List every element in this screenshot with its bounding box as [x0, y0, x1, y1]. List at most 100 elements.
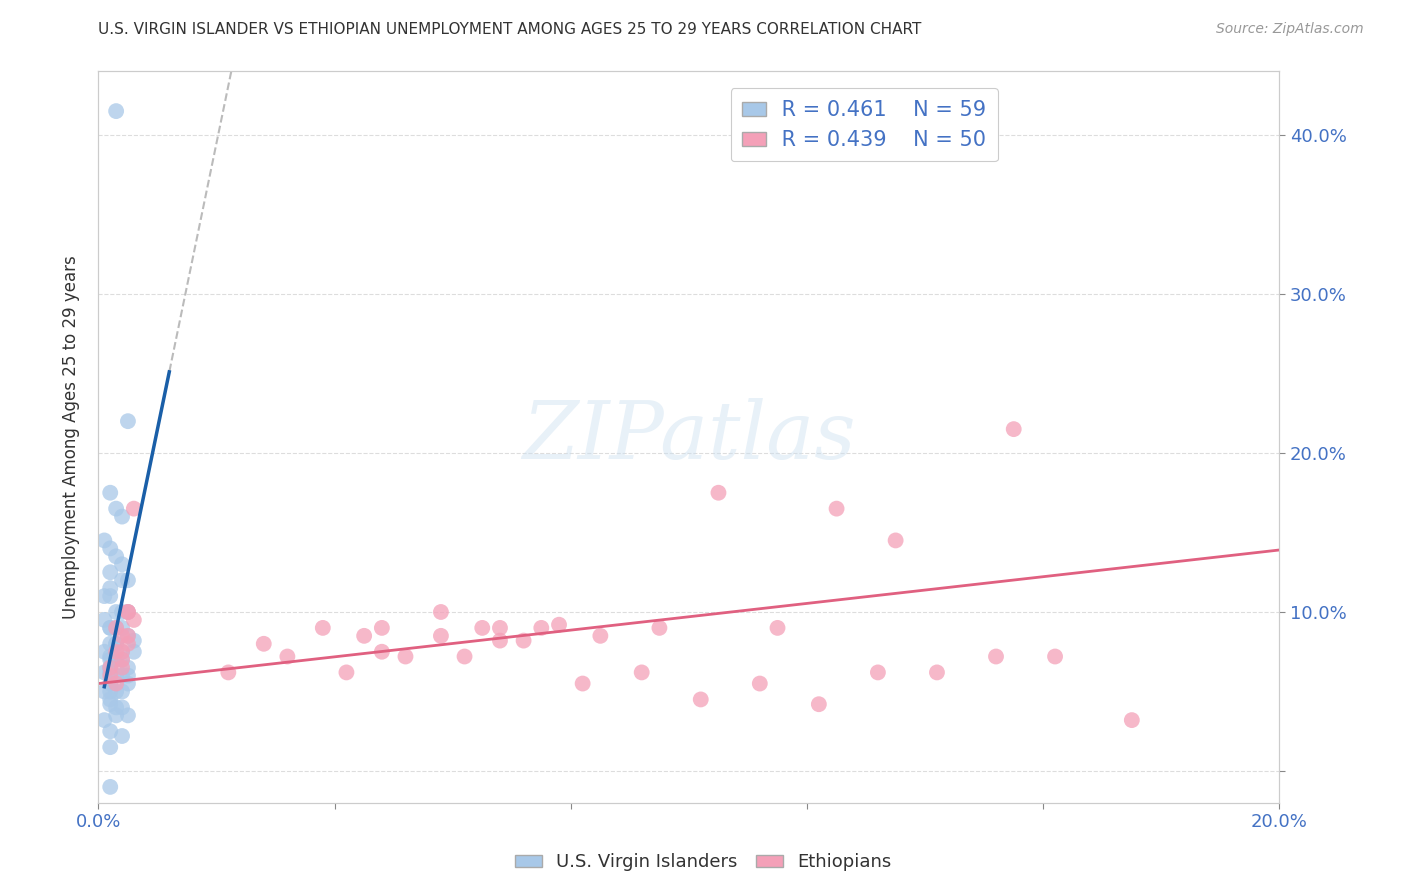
Point	[689, 692, 711, 706]
Point	[98, 541, 121, 556]
Point	[1121, 713, 1143, 727]
Point	[105, 621, 128, 635]
Point	[111, 621, 134, 635]
Point	[512, 633, 534, 648]
Point	[117, 605, 139, 619]
Legend:  R = 0.461    N = 59,  R = 0.439    N = 50: R = 0.461 N = 59, R = 0.439 N = 50	[731, 88, 998, 161]
Point	[312, 621, 335, 635]
Point	[276, 649, 298, 664]
Point	[98, 665, 121, 680]
Point	[117, 605, 139, 619]
Point	[335, 665, 357, 680]
Point	[98, 684, 121, 698]
Point	[111, 700, 134, 714]
Point	[117, 605, 139, 619]
Point	[430, 629, 453, 643]
Point	[1002, 422, 1025, 436]
Point	[489, 633, 512, 648]
Point	[748, 676, 770, 690]
Point	[548, 617, 571, 632]
Point	[253, 637, 276, 651]
Point	[766, 621, 789, 635]
Point	[93, 713, 115, 727]
Point	[530, 621, 553, 635]
Point	[98, 621, 121, 635]
Point	[105, 605, 128, 619]
Point	[489, 621, 512, 635]
Point	[105, 684, 128, 698]
Point	[117, 629, 139, 643]
Point	[98, 566, 121, 580]
Point	[93, 533, 115, 548]
Point	[98, 668, 121, 682]
Point	[111, 653, 134, 667]
Point	[122, 645, 145, 659]
Point	[117, 676, 139, 690]
Point	[453, 649, 475, 664]
Point	[105, 104, 128, 119]
Point	[117, 708, 139, 723]
Point	[105, 501, 128, 516]
Point	[117, 660, 139, 674]
Point	[1043, 649, 1066, 664]
Point	[117, 668, 139, 682]
Point	[98, 676, 121, 690]
Point	[122, 633, 145, 648]
Point	[93, 645, 115, 659]
Point	[93, 613, 115, 627]
Point	[98, 589, 121, 603]
Text: Source: ZipAtlas.com: Source: ZipAtlas.com	[1216, 22, 1364, 37]
Legend: U.S. Virgin Islanders, Ethiopians: U.S. Virgin Islanders, Ethiopians	[508, 847, 898, 879]
Point	[371, 621, 394, 635]
Point	[111, 660, 134, 674]
Point	[430, 605, 453, 619]
Point	[866, 665, 889, 680]
Point	[105, 637, 128, 651]
Point	[105, 549, 128, 564]
Point	[111, 645, 134, 659]
Point	[117, 629, 139, 643]
Text: U.S. VIRGIN ISLANDER VS ETHIOPIAN UNEMPLOYMENT AMONG AGES 25 TO 29 YEARS CORRELA: U.S. VIRGIN ISLANDER VS ETHIOPIAN UNEMPL…	[98, 22, 922, 37]
Point	[111, 509, 134, 524]
Point	[105, 676, 128, 690]
Point	[117, 573, 139, 587]
Point	[471, 621, 494, 635]
Point	[98, 621, 121, 635]
Point	[93, 684, 115, 698]
Point	[98, 692, 121, 706]
Point	[117, 637, 139, 651]
Point	[93, 665, 115, 680]
Point	[111, 558, 134, 572]
Point	[98, 653, 121, 667]
Y-axis label: Unemployment Among Ages 25 to 29 years: Unemployment Among Ages 25 to 29 years	[62, 255, 80, 619]
Point	[353, 629, 375, 643]
Point	[98, 660, 121, 674]
Text: ZIPatlas: ZIPatlas	[522, 399, 856, 475]
Point	[371, 645, 394, 659]
Point	[111, 645, 134, 659]
Point	[105, 645, 128, 659]
Point	[93, 589, 115, 603]
Point	[98, 637, 121, 651]
Point	[105, 637, 128, 651]
Point	[648, 621, 671, 635]
Point	[105, 621, 128, 635]
Point	[925, 665, 948, 680]
Point	[98, 660, 121, 674]
Point	[984, 649, 1007, 664]
Point	[98, 581, 121, 595]
Point	[394, 649, 416, 664]
Point	[111, 729, 134, 743]
Point	[117, 414, 139, 428]
Point	[111, 653, 134, 667]
Point	[105, 668, 128, 682]
Point	[571, 676, 593, 690]
Point	[105, 700, 128, 714]
Point	[825, 501, 848, 516]
Point	[122, 501, 145, 516]
Point	[807, 697, 830, 711]
Point	[111, 629, 134, 643]
Point	[589, 629, 612, 643]
Point	[98, 649, 121, 664]
Point	[98, 724, 121, 739]
